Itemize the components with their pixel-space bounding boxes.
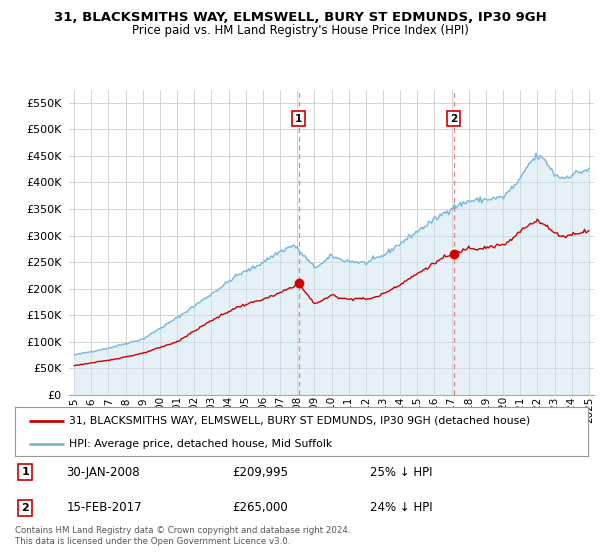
Text: 1: 1 bbox=[295, 114, 302, 124]
Text: 24% ↓ HPI: 24% ↓ HPI bbox=[370, 501, 433, 514]
Text: 25% ↓ HPI: 25% ↓ HPI bbox=[370, 465, 433, 479]
Text: 1: 1 bbox=[22, 467, 29, 477]
Text: 30-JAN-2008: 30-JAN-2008 bbox=[67, 465, 140, 479]
Text: 15-FEB-2017: 15-FEB-2017 bbox=[67, 501, 142, 514]
Text: Price paid vs. HM Land Registry's House Price Index (HPI): Price paid vs. HM Land Registry's House … bbox=[131, 24, 469, 36]
Text: £209,995: £209,995 bbox=[233, 465, 289, 479]
Text: £265,000: £265,000 bbox=[233, 501, 289, 514]
Text: 2: 2 bbox=[22, 503, 29, 513]
Text: HPI: Average price, detached house, Mid Suffolk: HPI: Average price, detached house, Mid … bbox=[70, 438, 332, 449]
Text: 31, BLACKSMITHS WAY, ELMSWELL, BURY ST EDMUNDS, IP30 9GH: 31, BLACKSMITHS WAY, ELMSWELL, BURY ST E… bbox=[53, 11, 547, 24]
Text: 2: 2 bbox=[450, 114, 457, 124]
Text: Contains HM Land Registry data © Crown copyright and database right 2024.
This d: Contains HM Land Registry data © Crown c… bbox=[15, 526, 350, 546]
Text: 31, BLACKSMITHS WAY, ELMSWELL, BURY ST EDMUNDS, IP30 9GH (detached house): 31, BLACKSMITHS WAY, ELMSWELL, BURY ST E… bbox=[70, 416, 530, 426]
